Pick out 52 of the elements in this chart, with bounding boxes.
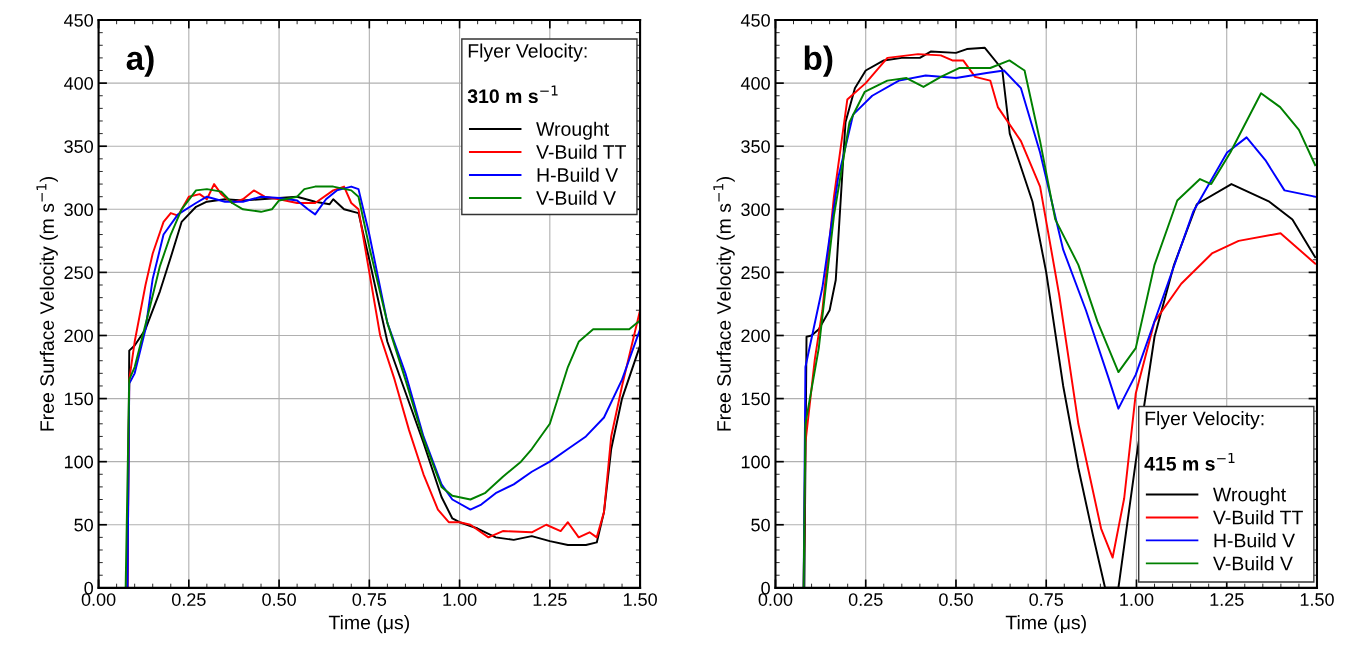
x-axis-title: Time (μs) (328, 615, 409, 634)
y-tick-label: 300 (741, 203, 770, 217)
y-tick-label: 250 (64, 266, 93, 280)
annotation: 310 m s$^{−1}$ (467, 85, 558, 104)
x-tick-label: 0.25 (848, 593, 883, 606)
y-tick-label: 400 (740, 77, 770, 90)
y-tick-label: 300 (64, 203, 93, 217)
x-tick-label: 0.50 (262, 593, 296, 606)
y-axis-title: Free Surface Velocity (m s$^{−1}$) (36, 177, 58, 431)
annotation: Flyer Velocity: (1145, 411, 1264, 430)
x-axis-title: Time (μs) (1005, 615, 1086, 634)
y-tick-label: 350 (64, 140, 93, 153)
y-tick-label: 150 (741, 392, 770, 406)
legend-label: V-Build TT (536, 144, 627, 159)
x-tick-label: 0.50 (939, 593, 973, 606)
y-tick-label: 50 (751, 518, 770, 532)
x-tick-label: 1.25 (1210, 593, 1244, 606)
x-tick-label: 0.25 (171, 593, 206, 606)
x-tick-label: 1.50 (623, 593, 657, 606)
legend-label: Wrought (536, 121, 610, 140)
legend-label: H-Build V (1214, 533, 1295, 548)
x-tick-label: 1.00 (443, 593, 477, 606)
legend-label: Wrought (1213, 487, 1286, 506)
y-tick-label: 50 (74, 518, 93, 532)
x-tick-label: 0.75 (1029, 593, 1064, 606)
y-tick-label: 350 (741, 140, 770, 153)
y-tick-label: 250 (741, 266, 770, 280)
x-tick-label: 1.00 (1120, 593, 1154, 606)
y-tick-label: 200 (64, 329, 93, 343)
x-tick-label: 0.00 (758, 593, 793, 606)
annotation: b) (804, 45, 833, 77)
y-tick-label: 450 (64, 13, 93, 27)
x-tick-label: 1.50 (1300, 593, 1334, 606)
legend-label: H-Build V (537, 167, 619, 182)
legend-label: V-Build TT (1213, 510, 1303, 525)
annotation: a) (126, 45, 154, 77)
y-tick-label: 450 (740, 13, 770, 27)
y-tick-label: 200 (741, 329, 770, 343)
x-tick-label: 0.75 (352, 593, 387, 606)
legend-label: V-Build V (1213, 556, 1293, 571)
y-tick-label: 0 (84, 581, 93, 595)
x-tick-label: 1.25 (533, 593, 567, 606)
y-tick-label: 150 (64, 392, 93, 406)
y-tick-label: 0 (761, 581, 770, 595)
legend-label: V-Build V (536, 190, 616, 205)
y-tick-label: 400 (64, 77, 93, 90)
y-axis-title: Free Surface Velocity (m s$^{−1}$) (713, 177, 735, 431)
y-tick-label: 100 (741, 455, 770, 469)
annotation: Flyer Velocity: (468, 43, 587, 62)
y-tick-label: 100 (64, 455, 93, 469)
x-tick-label: 0.00 (81, 593, 116, 606)
annotation: 415 m s$^{−1}$ (1144, 453, 1235, 471)
